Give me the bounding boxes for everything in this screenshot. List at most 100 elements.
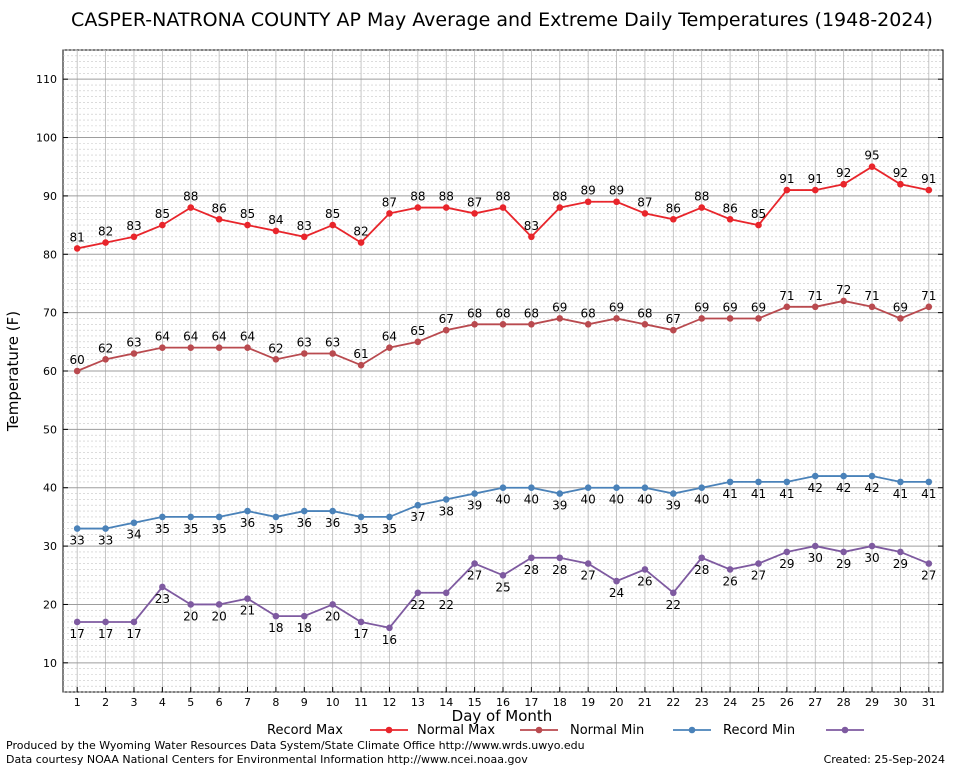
data-point [783, 186, 791, 194]
x-tick-label: 25 [751, 696, 765, 709]
data-point [528, 484, 535, 492]
data-label: 85 [751, 207, 766, 221]
data-label: 35 [382, 522, 397, 536]
data-label: 40 [609, 493, 624, 507]
data-label: 17 [98, 627, 113, 641]
data-label: 64 [240, 330, 255, 344]
data-label: 87 [467, 195, 482, 209]
data-label: 85 [240, 207, 255, 221]
data-label: 29 [836, 557, 851, 571]
data-label: 62 [268, 341, 283, 355]
data-point [471, 560, 478, 567]
x-axis-label: Day of Month [452, 707, 553, 725]
data-point [102, 525, 109, 532]
data-point [783, 303, 791, 311]
data-label: 38 [439, 504, 454, 518]
data-label: 92 [836, 166, 851, 180]
data-label: 22 [410, 598, 425, 612]
x-tick-label: 7 [244, 696, 251, 709]
data-label: 69 [609, 300, 624, 314]
x-tick-label: 23 [695, 696, 709, 709]
data-point [386, 210, 393, 217]
data-point [726, 566, 734, 573]
legend-marker [688, 726, 696, 734]
data-label: 91 [921, 172, 936, 186]
data-label: 68 [524, 306, 539, 320]
series: 81 82 83 85 88 86 85 84 83 85 82 87 88 88 87 88 83 88 89 89… [70, 149, 937, 647]
data-point [499, 321, 507, 328]
data-label: 63 [325, 335, 340, 349]
data-label: 37 [410, 510, 425, 524]
y-tick-label: 20 [43, 598, 57, 611]
x-tick-label: 14 [439, 696, 453, 709]
data-point [215, 215, 223, 223]
data-point [897, 315, 904, 322]
data-label: 41 [779, 487, 794, 501]
data-label: 22 [666, 598, 681, 612]
y-tick-label: 110 [36, 73, 57, 86]
data-point [357, 361, 365, 369]
x-tick-label: 27 [808, 696, 822, 709]
data-point [868, 303, 876, 311]
data-label: 68 [495, 306, 510, 320]
data-label: 41 [751, 487, 766, 501]
data-label: 30 [808, 551, 823, 565]
data-point [414, 204, 422, 211]
data-label: 62 [98, 341, 113, 355]
data-label: 64 [382, 330, 397, 344]
x-tick-label: 19 [581, 696, 595, 709]
data-label: 85 [155, 207, 170, 221]
data-point [471, 210, 478, 217]
data-label: 26 [722, 574, 737, 588]
data-point [811, 472, 819, 480]
x-tick-label: 8 [272, 696, 279, 709]
data-label: 35 [183, 522, 198, 536]
y-tick-label: 60 [43, 365, 57, 378]
y-tick-label: 50 [43, 423, 57, 436]
x-tick-label: 10 [326, 696, 340, 709]
legend-label: Normal Min [570, 723, 644, 738]
data-point [187, 601, 195, 608]
data-point [329, 507, 336, 515]
data-label: 60 [70, 353, 85, 367]
data-label: 71 [864, 289, 879, 303]
data-label: 18 [268, 621, 283, 635]
data-point [613, 198, 620, 206]
data-point [698, 554, 706, 562]
data-label: 41 [921, 487, 936, 501]
data-label: 28 [694, 563, 709, 577]
data-point [130, 233, 138, 241]
data-point [726, 215, 734, 223]
data-label: 36 [240, 516, 255, 530]
data-label: 36 [297, 516, 312, 530]
data-point [556, 315, 564, 322]
x-tick-label: 30 [893, 696, 907, 709]
data-label: 35 [211, 522, 226, 536]
data-label: 30 [864, 551, 879, 565]
x-tick-label: 11 [354, 696, 368, 709]
data-point [499, 484, 507, 492]
data-label: 67 [439, 312, 454, 326]
data-point [215, 344, 223, 351]
data-point [442, 589, 450, 597]
y-tick-label: 30 [43, 540, 57, 553]
data-point [755, 478, 762, 486]
data-label: 27 [921, 569, 936, 583]
data-label: 69 [751, 300, 766, 314]
data-point [102, 618, 109, 626]
y-tick-label: 10 [43, 657, 57, 670]
data-point [783, 478, 791, 486]
data-point [670, 215, 677, 223]
data-label: 18 [297, 621, 312, 635]
x-tick-label: 9 [301, 696, 308, 709]
data-label: 26 [637, 574, 652, 588]
data-label: 36 [325, 516, 340, 530]
x-tick-label: 6 [216, 696, 223, 709]
data-label: 24 [609, 586, 624, 600]
data-label: 40 [637, 493, 652, 507]
data-point [698, 484, 706, 492]
series-normal-min: 33 33 34 35 35 35 36 35 36 36 35 35 37 38 39 40 40 39 40 40… [70, 472, 936, 548]
data-point [244, 221, 251, 229]
y-axis-label: Temperature (F) [4, 311, 22, 432]
series-normal-max: 60 62 63 64 64 64 64 62 63 63 61 64 65 67 68 68 68 69 68 69… [70, 283, 936, 375]
